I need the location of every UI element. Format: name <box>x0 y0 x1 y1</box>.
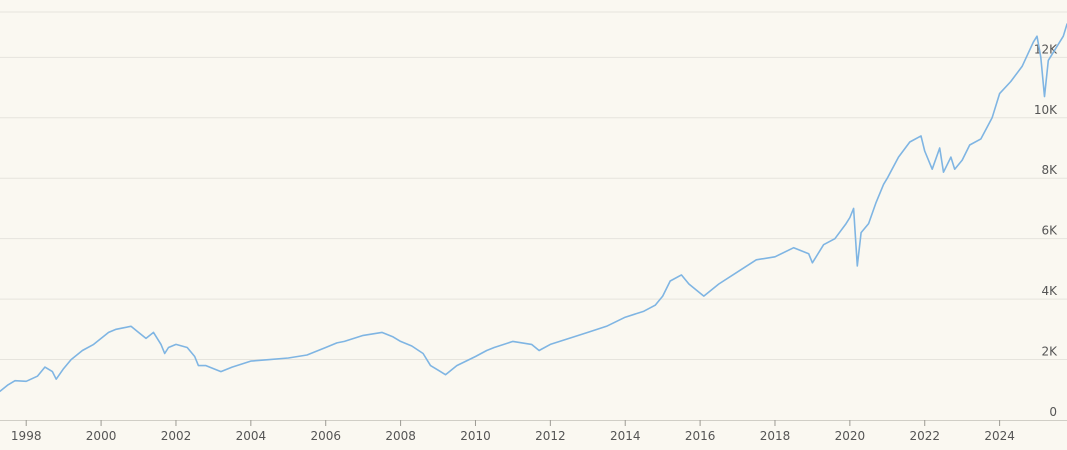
x-tick-label: 2020 <box>835 429 866 443</box>
x-axis-ticks: 1998 2000 2002 2004 2006 2008 2010 2012 2014 2016… <box>11 420 1015 443</box>
x-tick-label: 2016 <box>685 429 716 443</box>
x-tick-label: 2006 <box>310 429 341 443</box>
x-tick-label: 2012 <box>535 429 566 443</box>
x-tick-label: 2000 <box>86 429 117 443</box>
x-tick-label: 2018 <box>760 429 791 443</box>
x-tick-label: 2014 <box>610 429 641 443</box>
y-tick-label: 2K <box>1041 345 1058 359</box>
x-tick-label: 1998 <box>11 429 42 443</box>
y-tick-label: 8K <box>1041 163 1058 177</box>
y-tick-label: 10K <box>1034 103 1058 117</box>
x-tick-label: 2004 <box>236 429 267 443</box>
x-tick-label: 2024 <box>984 429 1015 443</box>
x-tick-label: 2022 <box>909 429 940 443</box>
y-tick-label: 4K <box>1041 284 1058 298</box>
series-group <box>0 23 1067 393</box>
y-tick-label: 6K <box>1041 224 1058 238</box>
x-tick-label: 2002 <box>161 429 192 443</box>
y-gridlines <box>0 11 1067 361</box>
y-tick-label: 0 <box>1049 405 1057 419</box>
series-line <box>0 23 1067 393</box>
x-tick-label: 2008 <box>385 429 416 443</box>
x-tick-label: 2010 <box>460 429 491 443</box>
